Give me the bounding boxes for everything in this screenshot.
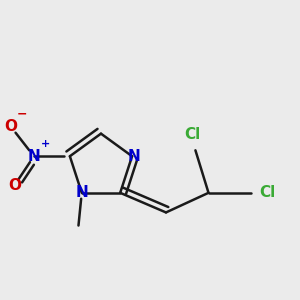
Text: O: O: [8, 178, 21, 193]
Text: Cl: Cl: [259, 185, 275, 200]
Text: N: N: [28, 149, 40, 164]
Text: N: N: [127, 149, 140, 164]
Text: N: N: [75, 185, 88, 200]
Text: O: O: [4, 119, 17, 134]
Text: −: −: [17, 108, 27, 121]
Text: +: +: [41, 139, 50, 149]
Text: Cl: Cl: [184, 127, 200, 142]
